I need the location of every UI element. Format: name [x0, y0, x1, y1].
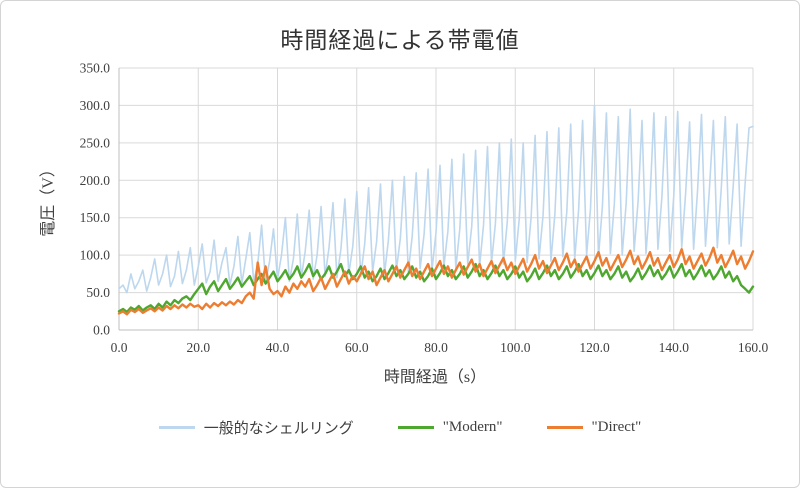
y-tick-label: 150.0	[80, 210, 111, 225]
legend-item-2: "Direct"	[546, 419, 642, 436]
legend-label-0: 一般的なシェルリング	[203, 421, 354, 437]
legend-item-1: "Modern"	[397, 419, 503, 436]
series-line-1	[117, 262, 755, 314]
chart-title: 時間経過による帯電値	[280, 28, 520, 53]
x-tick-label: 140.0	[659, 340, 690, 355]
x-tick-label: 160.0	[738, 340, 769, 355]
x-tick-label: 80.0	[424, 340, 448, 355]
legend-swatch-0	[158, 426, 195, 429]
x-axis-title: 時間経過（s）	[383, 369, 487, 386]
legend-swatch-1	[397, 426, 434, 429]
legend-label-2: "Direct"	[591, 419, 642, 435]
x-tick-label: 40.0	[266, 340, 290, 355]
legend: 一般的なシェルリング "Modern" "Direct"	[1, 417, 799, 438]
legend-swatch-2	[546, 426, 583, 429]
y-tick-label: 100.0	[80, 248, 111, 263]
x-tick-label: 60.0	[345, 340, 369, 355]
x-tick-label: 0.0	[111, 340, 128, 355]
x-tick-label: 120.0	[579, 340, 610, 355]
series-line-0	[118, 104, 754, 294]
legend-label-1: "Modern"	[442, 419, 503, 435]
x-tick-label: 100.0	[500, 340, 531, 355]
y-tick-label: 200.0	[80, 173, 111, 188]
legend-item-0: 一般的なシェルリング	[158, 417, 354, 438]
y-tick-label: 0.0	[93, 323, 110, 338]
y-tick-label: 300.0	[80, 98, 111, 113]
chart-plot-area: 0.0 50.0 100.0 150.0 200.0 250.0 300.0 350.0 0.0…	[39, 61, 769, 356]
x-tick-label: 20.0	[186, 340, 210, 355]
series-line-2	[117, 246, 755, 316]
y-tick-label: 350.0	[80, 61, 111, 76]
y-axis-title: 電圧（V）	[39, 161, 57, 237]
y-tick-label: 250.0	[80, 135, 111, 150]
y-tick-label: 50.0	[86, 285, 110, 300]
